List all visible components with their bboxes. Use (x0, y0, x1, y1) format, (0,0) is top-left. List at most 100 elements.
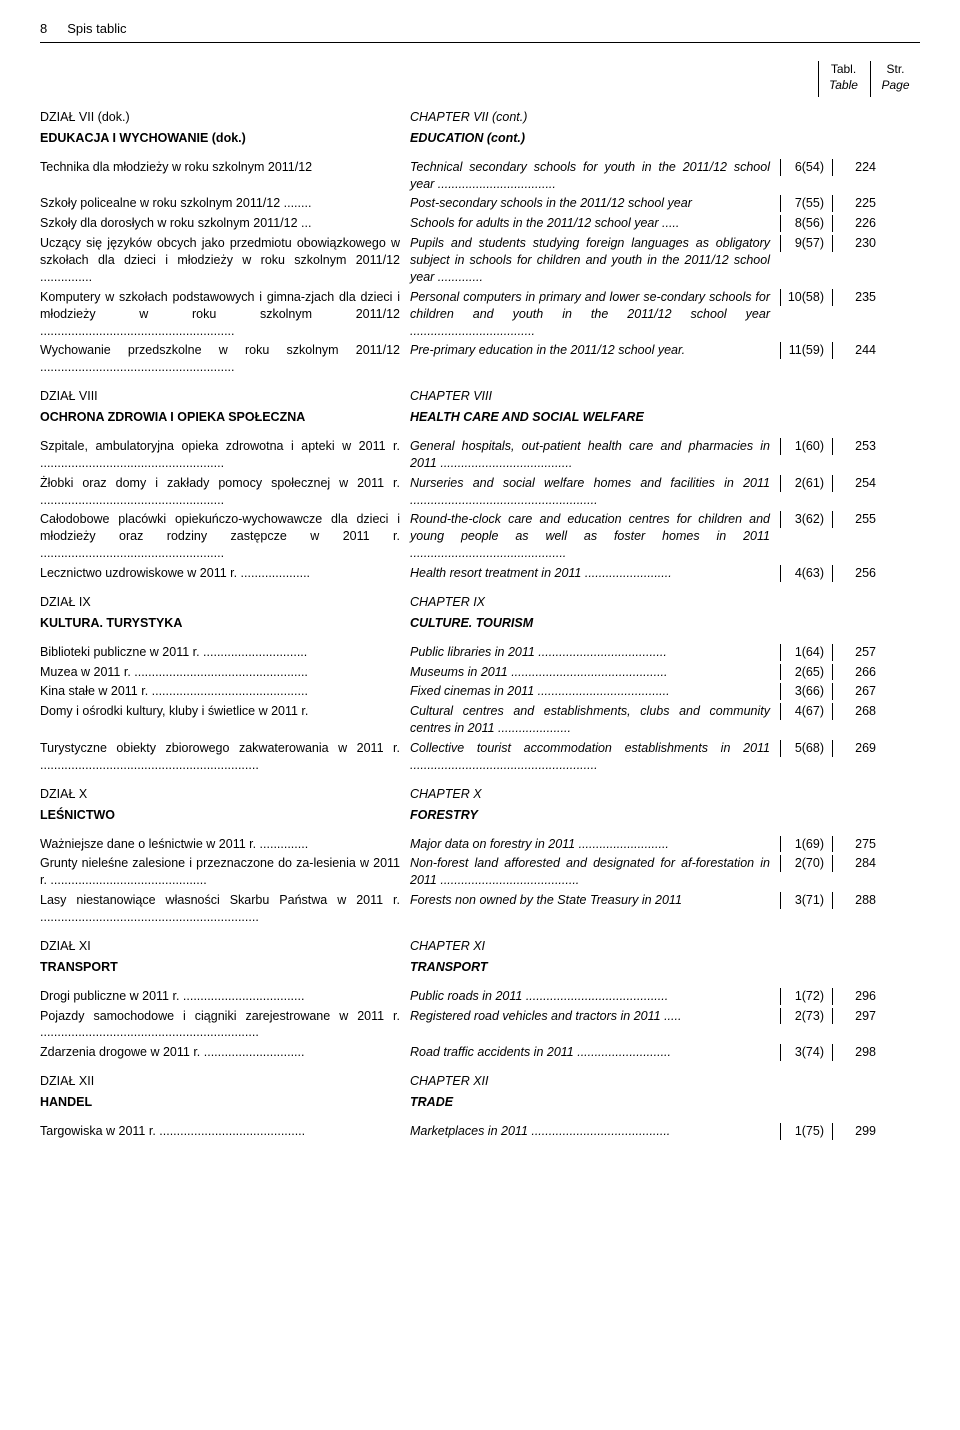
entry-english: General hospitals, out-patient health ca… (410, 438, 780, 472)
entry-english: Post-secondary schools in the 2011/12 sc… (410, 195, 780, 212)
table-number: 6(54) (780, 159, 830, 176)
page-number: 256 (832, 565, 882, 582)
entry-english: Major data on forestry in 2011 .........… (410, 836, 780, 853)
table-number: 2(61) (780, 475, 830, 492)
page-number: 255 (832, 511, 882, 528)
entry-english: Personal computers in primary and lower … (410, 289, 780, 340)
entry-polish: Kina stałe w 2011 r. ...................… (40, 683, 410, 700)
entry-polish: Żłobki oraz domy i zakłady pomocy społec… (40, 475, 410, 509)
table-number: 9(57) (780, 235, 830, 252)
table-row: Kina stałe w 2011 r. ...................… (40, 683, 920, 700)
table-row: Wychowanie przedszkolne w roku szkolnym … (40, 342, 920, 376)
col-header-page: Str. Page (870, 61, 920, 97)
table-row: Szpitale, ambulatoryjna opieka zdrowotna… (40, 438, 920, 472)
entry-polish: Lasy niestanowiące własności Skarbu Pańs… (40, 892, 410, 926)
rows-chapter-9: Biblioteki publiczne w 2011 r. .........… (40, 644, 920, 774)
section-title: OCHRONA ZDROWIA I OPIEKA SPOŁECZNA HEALT… (40, 409, 920, 426)
page-number: 8 (40, 20, 47, 38)
entry-polish: Grunty nieleśne zalesione i przeznaczone… (40, 855, 410, 889)
entry-english: Non-forest land afforested and designate… (410, 855, 780, 889)
table-row: Szkoły dla dorosłych w roku szkolnym 201… (40, 215, 920, 232)
rows-chapter-10: Ważniejsze dane o leśnictwie w 2011 r. .… (40, 836, 920, 926)
page-number: 254 (832, 475, 882, 492)
entry-polish: Szkoły policealne w roku szkolnym 2011/1… (40, 195, 410, 212)
table-row: Zdarzenia drogowe w 2011 r. ............… (40, 1044, 920, 1061)
table-row: Komputery w szkołach podstawowych i gimn… (40, 289, 920, 340)
page-number: 257 (832, 644, 882, 661)
entry-english: Public libraries in 2011 ...............… (410, 644, 780, 661)
table-row: Domy i ośrodki kultury, kluby i świetlic… (40, 703, 920, 737)
entry-english: Technical secondary schools for youth in… (410, 159, 780, 193)
table-number: 11(59) (780, 342, 830, 359)
section-title: HANDEL TRADE (40, 1094, 920, 1111)
entry-english: Forests non owned by the State Treasury … (410, 892, 780, 909)
entry-english: Round-the-clock care and education centr… (410, 511, 780, 562)
section-label: DZIAŁ XI CHAPTER XI (40, 938, 920, 955)
section-label: DZIAŁ X CHAPTER X (40, 786, 920, 803)
table-number: 3(71) (780, 892, 830, 909)
entry-polish: Lecznictwo uzdrowiskowe w 2011 r. ......… (40, 565, 410, 582)
entry-english: Cultural centres and establishments, clu… (410, 703, 780, 737)
page-number: 230 (832, 235, 882, 252)
column-headers: Tabl. Table Str. Page (40, 61, 920, 97)
page-number: 266 (832, 664, 882, 681)
table-row: Całodobowe placówki opiekuńczo-wychowawc… (40, 511, 920, 562)
entry-english: Nurseries and social welfare homes and f… (410, 475, 780, 509)
table-row: Ważniejsze dane o leśnictwie w 2011 r. .… (40, 836, 920, 853)
page-number: 284 (832, 855, 882, 872)
section-label: DZIAŁ XII CHAPTER XII (40, 1073, 920, 1090)
table-number: 3(74) (780, 1044, 830, 1061)
section-title: KULTURA. TURYSTYKA CULTURE. TOURISM (40, 615, 920, 632)
table-row: Szkoły policealne w roku szkolnym 2011/1… (40, 195, 920, 212)
page-number: 269 (832, 740, 882, 757)
page-number: 288 (832, 892, 882, 909)
page-number: 299 (832, 1123, 882, 1140)
table-number: 1(60) (780, 438, 830, 455)
entry-polish: Pojazdy samochodowe i ciągniki zarejestr… (40, 1008, 410, 1042)
page-number: 296 (832, 988, 882, 1005)
page-number: 224 (832, 159, 882, 176)
entry-english: Health resort treatment in 2011 ........… (410, 565, 780, 582)
table-row: Muzea w 2011 r. ........................… (40, 664, 920, 681)
entry-english: Public roads in 2011 ...................… (410, 988, 780, 1005)
rows-chapter-8: Szpitale, ambulatoryjna opieka zdrowotna… (40, 438, 920, 582)
section-title: LEŚNICTWO FORESTRY (40, 807, 920, 824)
entry-english: Marketplaces in 2011 ...................… (410, 1123, 780, 1140)
entry-english: Road traffic accidents in 2011 .........… (410, 1044, 780, 1061)
page-number: 297 (832, 1008, 882, 1025)
table-number: 2(73) (780, 1008, 830, 1025)
table-row: Żłobki oraz domy i zakłady pomocy społec… (40, 475, 920, 509)
table-row: Lecznictwo uzdrowiskowe w 2011 r. ......… (40, 565, 920, 582)
table-row: Biblioteki publiczne w 2011 r. .........… (40, 644, 920, 661)
page-number: 253 (832, 438, 882, 455)
entry-polish: Ważniejsze dane o leśnictwie w 2011 r. .… (40, 836, 410, 853)
page-number: 225 (832, 195, 882, 212)
table-number: 7(55) (780, 195, 830, 212)
page-number: 267 (832, 683, 882, 700)
entry-polish: Targowiska w 2011 r. ...................… (40, 1123, 410, 1140)
table-number: 1(64) (780, 644, 830, 661)
page-number: 244 (832, 342, 882, 359)
table-number: 1(69) (780, 836, 830, 853)
entry-polish: Biblioteki publiczne w 2011 r. .........… (40, 644, 410, 661)
entry-english: Registered road vehicles and tractors in… (410, 1008, 780, 1025)
section-title: TRANSPORT TRANSPORT (40, 959, 920, 976)
entry-polish: Wychowanie przedszkolne w roku szkolnym … (40, 342, 410, 376)
entry-english: Museums in 2011 ........................… (410, 664, 780, 681)
table-number: 8(56) (780, 215, 830, 232)
entry-polish: Zdarzenia drogowe w 2011 r. ............… (40, 1044, 410, 1061)
table-number: 3(66) (780, 683, 830, 700)
table-row: Targowiska w 2011 r. ...................… (40, 1123, 920, 1140)
table-row: Turystyczne obiekty zbiorowego zakwatero… (40, 740, 920, 774)
table-number: 10(58) (780, 289, 830, 306)
table-number: 1(75) (780, 1123, 830, 1140)
entry-polish: Całodobowe placówki opiekuńczo-wychowawc… (40, 511, 410, 562)
entry-polish: Drogi publiczne w 2011 r. ..............… (40, 988, 410, 1005)
section-label: DZIAŁ VIII CHAPTER VIII (40, 388, 920, 405)
rows-chapter-11: Drogi publiczne w 2011 r. ..............… (40, 988, 920, 1062)
entry-english: Schools for adults in the 2011/12 school… (410, 215, 780, 232)
entry-polish: Domy i ośrodki kultury, kluby i świetlic… (40, 703, 410, 720)
entry-polish: Turystyczne obiekty zbiorowego zakwatero… (40, 740, 410, 774)
table-row: Grunty nieleśne zalesione i przeznaczone… (40, 855, 920, 889)
entry-english: Pupils and students studying foreign lan… (410, 235, 780, 286)
